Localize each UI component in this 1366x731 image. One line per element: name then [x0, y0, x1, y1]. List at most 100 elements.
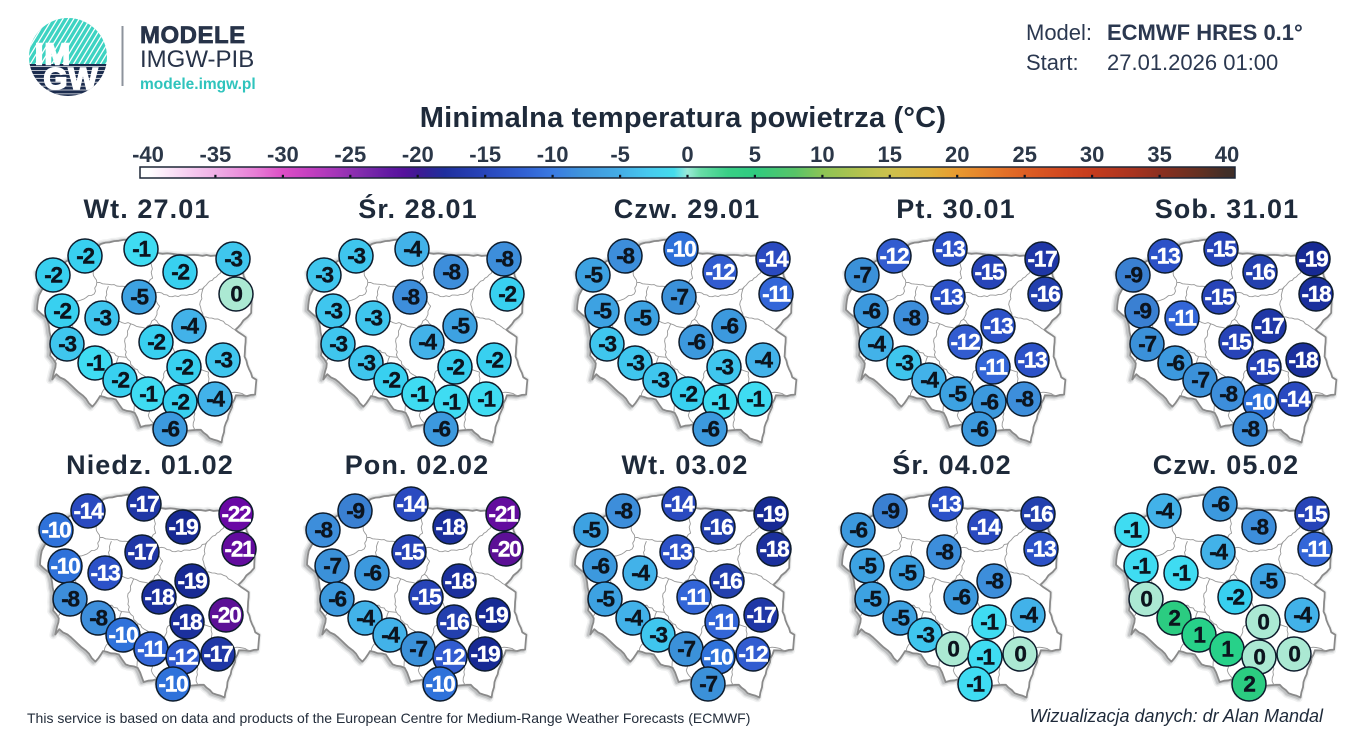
svg-text:-14: -14: [1281, 387, 1312, 412]
svg-text:-8: -8: [314, 518, 332, 543]
svg-text:-9: -9: [1133, 299, 1151, 324]
svg-text:10: 10: [810, 142, 834, 167]
svg-text:-2: -2: [44, 263, 62, 288]
svg-text:-8: -8: [1219, 382, 1237, 407]
svg-text:-7: -7: [1191, 368, 1209, 393]
svg-text:-19: -19: [479, 603, 509, 628]
svg-text:-6: -6: [161, 417, 179, 442]
svg-text:-16: -16: [1031, 282, 1061, 307]
svg-text:-3: -3: [916, 623, 934, 648]
svg-text:25: 25: [1012, 142, 1036, 167]
svg-text:-3: -3: [214, 348, 232, 373]
svg-text:-8: -8: [61, 587, 79, 612]
svg-text:-10: -10: [109, 623, 139, 648]
svg-text:-3: -3: [324, 299, 342, 324]
svg-text:-10: -10: [1246, 390, 1276, 415]
svg-text:-2: -2: [171, 390, 189, 415]
svg-text:-18: -18: [1302, 282, 1332, 307]
svg-text:-12: -12: [880, 244, 910, 269]
svg-text:IMGW-PIB: IMGW-PIB: [140, 46, 254, 73]
svg-text:-5: -5: [1259, 569, 1277, 594]
svg-text:-1: -1: [1132, 554, 1150, 579]
svg-text:-4: -4: [754, 348, 773, 373]
svg-text:-11: -11: [979, 355, 1007, 380]
svg-text:15: 15: [878, 142, 902, 167]
svg-text:-16: -16: [704, 515, 734, 540]
svg-text:30: 30: [1080, 142, 1104, 167]
svg-text:-8: -8: [935, 540, 953, 565]
svg-text:-11: -11: [1168, 306, 1196, 331]
svg-text:-20: -20: [402, 142, 434, 167]
svg-text:-3: -3: [329, 332, 347, 357]
svg-text:-7: -7: [677, 637, 695, 662]
svg-text:5: 5: [749, 142, 761, 167]
svg-text:-6: -6: [328, 587, 346, 612]
svg-text:-14: -14: [665, 492, 696, 517]
svg-text:Pon. 02.02: Pon. 02.02: [345, 450, 490, 480]
svg-text:Śr. 04.02: Śr. 04.02: [892, 449, 1012, 480]
svg-text:-8: -8: [442, 260, 460, 285]
svg-text:-2: -2: [76, 244, 94, 269]
svg-text:-16: -16: [1246, 260, 1276, 285]
svg-text:-2: -2: [171, 260, 189, 285]
svg-text:-2: -2: [1226, 585, 1244, 610]
svg-text:-1: -1: [711, 390, 729, 415]
svg-text:-13: -13: [934, 285, 964, 310]
svg-text:-6: -6: [1166, 351, 1184, 376]
svg-text:-3: -3: [895, 351, 913, 376]
svg-text:35: 35: [1147, 142, 1171, 167]
svg-text:modele.imgw.pl: modele.imgw.pl: [140, 76, 256, 93]
svg-text:-18: -18: [1289, 348, 1319, 373]
svg-text:0: 0: [1253, 645, 1265, 670]
svg-text:-22: -22: [222, 502, 252, 527]
svg-text:-1: -1: [980, 610, 998, 635]
svg-text:-15: -15: [469, 142, 501, 167]
svg-text:-11: -11: [1301, 537, 1329, 562]
svg-text:0: 0: [1014, 642, 1026, 667]
svg-text:-3: -3: [598, 332, 616, 357]
svg-text:Wt. 03.02: Wt. 03.02: [622, 450, 749, 480]
svg-text:-10: -10: [704, 645, 734, 670]
svg-text:-3: -3: [93, 306, 111, 331]
svg-text:-13: -13: [984, 314, 1014, 339]
svg-text:-1: -1: [976, 645, 994, 670]
svg-text:-17: -17: [204, 642, 234, 667]
svg-text:Wt. 27.01: Wt. 27.01: [84, 194, 211, 224]
svg-text:-3: -3: [315, 263, 333, 288]
svg-text:-13: -13: [1151, 244, 1181, 269]
svg-text:-4: -4: [631, 561, 650, 586]
svg-text:-15: -15: [1298, 502, 1328, 527]
svg-text:-14: -14: [397, 492, 428, 517]
svg-text:-13: -13: [1027, 537, 1057, 562]
svg-text:-10: -10: [42, 518, 72, 543]
svg-text:-6: -6: [980, 390, 998, 415]
svg-text:-17: -17: [747, 603, 777, 628]
svg-text:-15: -15: [1205, 285, 1235, 310]
svg-text:-6: -6: [970, 417, 988, 442]
svg-text:0: 0: [1288, 642, 1300, 667]
svg-text:0: 0: [1257, 610, 1269, 635]
svg-text:-5: -5: [451, 314, 469, 339]
svg-text:-8: -8: [1241, 417, 1259, 442]
svg-text:-8: -8: [614, 499, 632, 524]
svg-text:-3: -3: [357, 351, 375, 376]
svg-text:-16: -16: [713, 569, 743, 594]
svg-text:-3: -3: [649, 623, 667, 648]
svg-text:-6: -6: [952, 585, 970, 610]
svg-text:-18: -18: [145, 585, 175, 610]
svg-text:-4: -4: [356, 606, 375, 631]
svg-text:-12: -12: [169, 645, 199, 670]
svg-text:-5: -5: [633, 306, 651, 331]
svg-text:-15: -15: [395, 540, 425, 565]
svg-text:-5: -5: [596, 587, 614, 612]
svg-text:-8: -8: [1250, 515, 1268, 540]
svg-text:-18: -18: [173, 610, 203, 635]
svg-text:-14: -14: [759, 247, 790, 272]
svg-text:-6: -6: [720, 314, 738, 339]
svg-text:-2: -2: [147, 330, 165, 355]
svg-text:-5: -5: [582, 518, 600, 543]
svg-text:-5: -5: [863, 587, 881, 612]
svg-text:-13: -13: [91, 561, 121, 586]
svg-text:Sob. 31.01: Sob. 31.01: [1155, 194, 1300, 224]
svg-text:-4: -4: [1019, 603, 1038, 628]
